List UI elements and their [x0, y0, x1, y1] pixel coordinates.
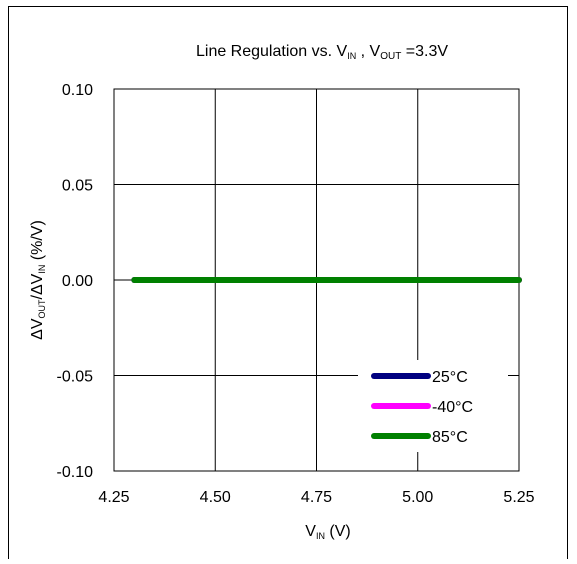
x-tick-label: 4.75: [301, 489, 332, 506]
chart-frame: [8, 6, 568, 559]
legend-label: 25°C: [432, 369, 468, 386]
y-axis-label: ΔVOUT/ΔVIN (%/V): [29, 220, 47, 340]
legend-label: 85°C: [432, 429, 468, 446]
chart-title: Line Regulation vs. VIN , VOUT =3.3V: [196, 43, 448, 62]
y-tick-label: -0.10: [57, 464, 94, 481]
x-tick-label: 5.00: [402, 489, 433, 506]
x-tick-label: 4.25: [98, 489, 129, 506]
y-tick-label: 0.10: [62, 82, 93, 99]
y-tick-label: -0.05: [57, 369, 94, 386]
legend: 25°C -40°C 85°C: [358, 360, 508, 452]
x-tick-label: 5.25: [503, 489, 534, 506]
y-tick-labels: 0.10 0.05 0.00 -0.05 -0.10: [57, 82, 94, 481]
y-tick-label: 0.05: [62, 178, 93, 195]
x-tick-labels: 4.25 4.50 4.75 5.00 5.25: [98, 489, 534, 506]
legend-label: -40°C: [432, 399, 473, 416]
y-tick-label: 0.00: [62, 273, 93, 290]
x-tick-label: 4.50: [200, 489, 231, 506]
x-axis-label: VIN (V): [305, 523, 350, 541]
